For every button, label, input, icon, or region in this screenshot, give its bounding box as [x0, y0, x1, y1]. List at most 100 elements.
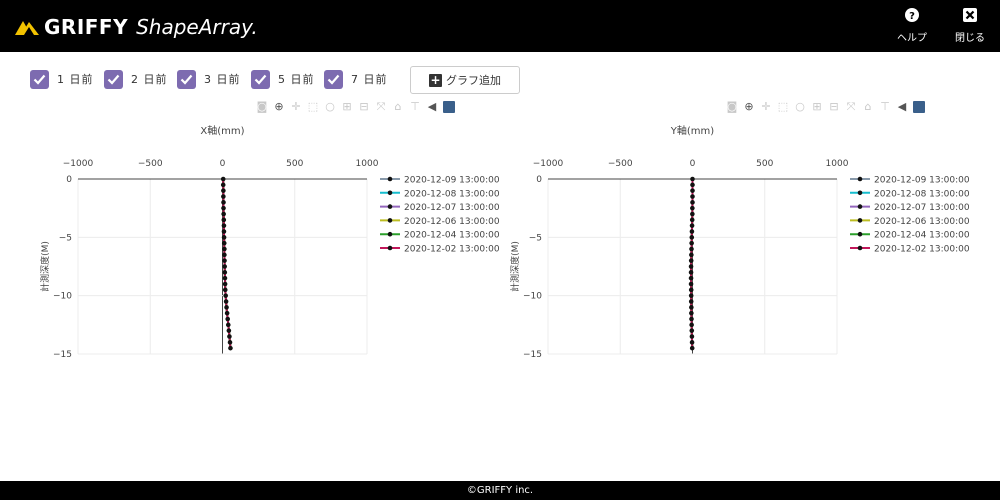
checkbox-label: 3 日前: [204, 73, 241, 86]
data-point: [222, 287, 228, 293]
data-point: [221, 235, 227, 240]
data-point: [688, 275, 694, 281]
plus-square-icon: +: [429, 72, 442, 87]
legend-label: 2020-12-04 13:00:00: [404, 231, 500, 241]
data-point: [689, 252, 694, 258]
data-point: [690, 188, 695, 193]
legend-item[interactable]: 2020-12-04 13:00:00: [850, 231, 970, 241]
legend-label: 2020-12-02 13:00:00: [404, 245, 500, 255]
zoom-out-icon[interactable]: ⊟: [359, 100, 369, 113]
camera-icon[interactable]: ◙: [256, 100, 268, 113]
x-tick-label: −1000: [533, 159, 564, 169]
data-point: [224, 305, 229, 310]
svg-text:?: ?: [909, 11, 915, 22]
checkbox-checked-icon: [30, 69, 49, 89]
checkbox-5-days[interactable]: 5 日前: [251, 69, 315, 89]
add-graph-button[interactable]: + グラフ追加: [410, 66, 520, 94]
y-axis-chart[interactable]: Y軸(mm) −1000 −500 0 500 1000 0 −5 −10 −15 計測深度(M) 2…: [480, 118, 970, 368]
x-tick-label: 0: [220, 159, 226, 169]
help-button[interactable]: ? ヘルプ: [887, 6, 937, 48]
data-point: [688, 270, 694, 275]
zoom-in-icon[interactable]: ⊞: [812, 100, 822, 113]
legend-item[interactable]: 2020-12-07 13:00:00: [850, 203, 970, 213]
data-point: [227, 334, 232, 339]
spike-lines-icon[interactable]: ⊤: [410, 100, 420, 113]
lasso-select-icon[interactable]: ○: [325, 100, 335, 113]
checkbox-7-days[interactable]: 7 日前: [324, 69, 388, 89]
plotly-logo-icon[interactable]: [913, 101, 925, 113]
camera-icon[interactable]: ◙: [726, 100, 738, 113]
data-point: [221, 200, 226, 205]
question-circle-icon: ?: [905, 8, 919, 22]
zoom-in-icon[interactable]: ⊞: [342, 100, 352, 113]
checkbox-label: 7 日前: [351, 73, 388, 86]
data-point: [225, 316, 231, 322]
legend-item[interactable]: 2020-12-09 13:00:00: [380, 176, 500, 186]
data-point: [220, 176, 226, 182]
y-tick-label: −10: [523, 292, 542, 302]
y-axis-label: 計測深度(M): [509, 241, 521, 292]
box-select-icon[interactable]: ⬚: [307, 100, 319, 113]
pan-icon[interactable]: ✛: [291, 100, 301, 113]
filter-toolbar: 1 日前 2 日前 3 日前 5 日前 7 日前: [0, 52, 1000, 96]
checkbox-3-days[interactable]: 3 日前: [177, 69, 241, 89]
data-point: [689, 229, 695, 234]
legend-label: 2020-12-07 13:00:00: [404, 203, 500, 213]
legend-item[interactable]: 2020-12-02 13:00:00: [380, 245, 500, 255]
data-point: [689, 235, 695, 240]
data-point: [221, 229, 227, 234]
hover-closest-icon[interactable]: ◀: [427, 100, 437, 113]
hover-closest-icon[interactable]: ◀: [897, 100, 907, 113]
data-point: [689, 246, 694, 252]
reset-axes-icon[interactable]: ⌂: [394, 100, 402, 113]
legend-item[interactable]: 2020-12-08 13:00:00: [380, 189, 500, 199]
legend-swatch-marker: [857, 218, 863, 223]
data-point: [221, 240, 227, 246]
legend-item[interactable]: 2020-12-02 13:00:00: [850, 245, 970, 255]
legend-label: 2020-12-09 13:00:00: [874, 176, 970, 186]
data-point: [689, 322, 694, 328]
legend-swatch-marker: [857, 245, 863, 251]
zoom-icon[interactable]: ⊕: [744, 100, 754, 113]
data-point: [221, 194, 226, 199]
data-point: [690, 200, 695, 205]
checkbox-checked-icon: [104, 69, 123, 89]
logo-mark-icon: [15, 21, 39, 35]
legend-label: 2020-12-08 13:00:00: [404, 189, 500, 199]
checkbox-checked-icon: [251, 69, 270, 89]
checkbox-1-day[interactable]: 1 日前: [30, 69, 94, 89]
close-button[interactable]: 閉じる: [945, 6, 995, 48]
autoscale-icon[interactable]: ⤧: [376, 100, 386, 113]
app-logo: GRIFFY ShapeArray.: [14, 14, 258, 40]
data-point: [690, 182, 695, 188]
plotly-logo-icon[interactable]: [443, 101, 455, 113]
footer: ©GRIFFY inc.: [0, 481, 1000, 500]
data-point: [689, 328, 695, 333]
zoom-icon[interactable]: ⊕: [274, 100, 284, 113]
legend-item[interactable]: 2020-12-06 13:00:00: [380, 217, 500, 227]
legend-item[interactable]: 2020-12-07 13:00:00: [380, 203, 500, 213]
checkbox-2-days[interactable]: 2 日前: [104, 69, 168, 89]
reset-axes-icon[interactable]: ⌂: [864, 100, 872, 113]
x-tick-label: −500: [138, 159, 163, 169]
y-tick-label: −15: [53, 350, 72, 360]
lasso-select-icon[interactable]: ○: [795, 100, 805, 113]
legend-item[interactable]: 2020-12-08 13:00:00: [850, 189, 970, 199]
autoscale-icon[interactable]: ⤧: [846, 100, 856, 113]
legend-item[interactable]: 2020-12-04 13:00:00: [380, 231, 500, 241]
data-point: [688, 264, 694, 269]
legend-swatch-marker: [387, 204, 393, 209]
data-point: [223, 293, 228, 298]
data-point: [221, 211, 226, 217]
zoom-out-icon[interactable]: ⊟: [829, 100, 839, 113]
add-graph-label: グラフ追加: [446, 74, 501, 87]
y-tick-label: 0: [536, 175, 542, 185]
box-select-icon[interactable]: ⬚: [777, 100, 789, 113]
spike-lines-icon[interactable]: ⊤: [880, 100, 890, 113]
legend-item[interactable]: 2020-12-06 13:00:00: [850, 217, 970, 227]
legend-item[interactable]: 2020-12-09 13:00:00: [850, 176, 970, 186]
pan-icon[interactable]: ✛: [761, 100, 771, 113]
x-axis-chart[interactable]: X軸(mm) −1000 −500 0 500 1000 0 −5 −10 −15 計測深度(M) 2…: [10, 118, 500, 368]
data-point: [224, 310, 230, 316]
y-axis-label: 計測深度(M): [39, 241, 51, 292]
